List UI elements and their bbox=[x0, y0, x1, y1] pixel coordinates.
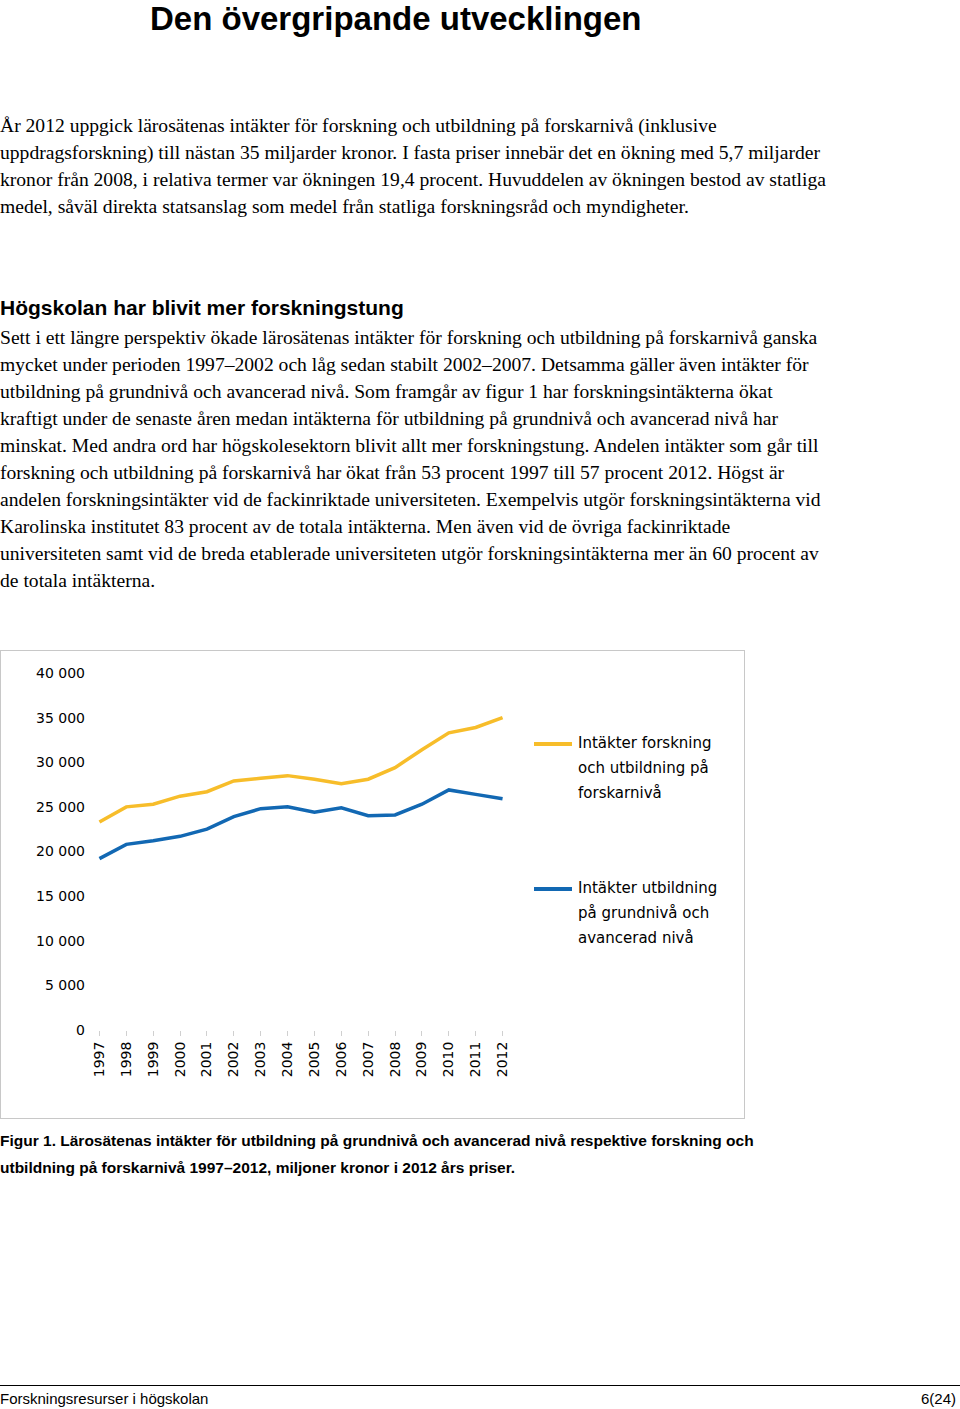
html-text:Intäkter forskning och utbildn: Intäkter forskning och utbildning på for… bbox=[578, 734, 712, 802]
html-text:År 2012 uppgick lärosätenas in: År 2012 uppgick lärosätenas intäkter för… bbox=[0, 115, 826, 217]
svg-text:20 000: 20 000 bbox=[36, 843, 85, 859]
svg-text:2008: 2008 bbox=[387, 1042, 403, 1078]
svg-text:2000: 2000 bbox=[172, 1042, 188, 1078]
html-text:Forskningsresurser i högskolan: Forskningsresurser i högskolan bbox=[0, 1390, 209, 1407]
svg-text:10 000: 10 000 bbox=[36, 933, 85, 949]
svg-text:2001: 2001 bbox=[198, 1042, 214, 1078]
html-text:Högskolan har blivit mer forsk: Högskolan har blivit mer forskningstung bbox=[0, 296, 404, 319]
svg-text:2006: 2006 bbox=[333, 1042, 349, 1078]
svg-text:1999: 1999 bbox=[145, 1042, 161, 1078]
svg-text:30 000: 30 000 bbox=[36, 754, 85, 770]
svg-text:2011: 2011 bbox=[467, 1042, 483, 1078]
svg-text:40 000: 40 000 bbox=[36, 665, 85, 681]
svg-text:2004: 2004 bbox=[279, 1042, 295, 1078]
svg-text:2005: 2005 bbox=[306, 1042, 322, 1078]
svg-text:0: 0 bbox=[76, 1022, 85, 1038]
svg-text:2012: 2012 bbox=[494, 1042, 510, 1078]
svg-text:1997: 1997 bbox=[91, 1042, 107, 1078]
html-text:Den övergripande utvecklingen: Den övergripande utvecklingen bbox=[150, 0, 642, 37]
html-text:6(24): 6(24) bbox=[921, 1390, 956, 1407]
svg-text:25 000: 25 000 bbox=[36, 799, 85, 815]
html-text:Figur 1. Lärosätenas intäkter: Figur 1. Lärosätenas intäkter för utbild… bbox=[0, 1132, 754, 1176]
svg-text:2010: 2010 bbox=[440, 1042, 456, 1078]
html-text:Sett i ett längre perspektiv ö: Sett i ett längre perspektiv ökade läros… bbox=[0, 327, 821, 591]
svg-text:2002: 2002 bbox=[225, 1042, 241, 1078]
svg-text:35 000: 35 000 bbox=[36, 710, 85, 726]
svg-text:15 000: 15 000 bbox=[36, 888, 85, 904]
svg-text:5 000: 5 000 bbox=[45, 977, 85, 993]
svg-text:2003: 2003 bbox=[252, 1042, 268, 1078]
html-text:Intäkter utbildning på grundni: Intäkter utbildning på grundnivå och ava… bbox=[578, 879, 718, 947]
svg-text:2009: 2009 bbox=[413, 1042, 429, 1078]
svg-text:2007: 2007 bbox=[360, 1042, 376, 1078]
svg-text:1998: 1998 bbox=[118, 1042, 134, 1078]
